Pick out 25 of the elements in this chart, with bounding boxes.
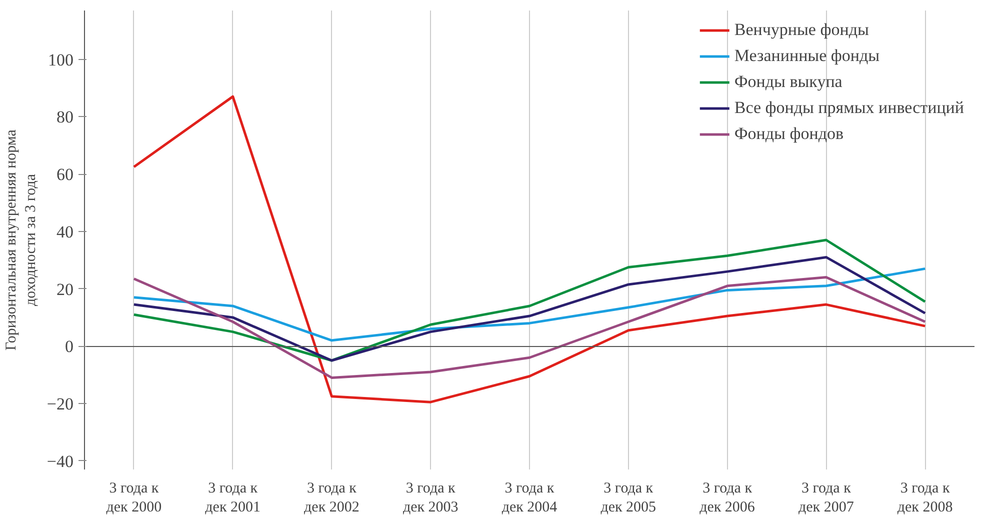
x-tick-label: 3 года к дек 2006 [700, 480, 756, 516]
y-tick-label: 80 [56, 108, 74, 127]
y-tick-label: −40 [46, 452, 74, 471]
line-series [132, 276, 926, 379]
y-axis-title: Горизонтальная внутренняя норма доходности за 3 года [4, 129, 39, 350]
x-tick-label: 3 года к дек 2004 [502, 480, 558, 516]
y-tick-label: 40 [56, 222, 74, 242]
legend-label: Все фонды прямых инвестиций [734, 98, 964, 118]
legend-label: Венчурные фонды [734, 20, 869, 40]
x-tick-label: 3 года к дек 2001 [205, 480, 260, 516]
legend-label: Фонды фондов [734, 124, 844, 144]
y-tick-label: −20 [46, 394, 74, 414]
y-tick-label: 60 [56, 165, 74, 184]
x-tick-label: 3 года к дек 2005 [600, 480, 656, 516]
x-tick-label: 3 года к дек 2003 [402, 480, 458, 516]
x-tick-label: 3 года к дек 2002 [304, 480, 360, 516]
y-tick-label: 100 [48, 50, 74, 70]
legend-label: Мезанинные фонды [734, 46, 880, 66]
y-tick-label: 20 [56, 280, 74, 299]
x-tick-label: 3 года к дек 2008 [897, 480, 953, 516]
legend-label: Фонды выкупа [734, 72, 842, 92]
y-tick-label: 0 [65, 337, 74, 356]
line-series [132, 267, 926, 342]
x-tick-label: 3 года к дек 2007 [798, 480, 854, 516]
x-tick-label: 3 года к дек 2000 [106, 480, 162, 516]
